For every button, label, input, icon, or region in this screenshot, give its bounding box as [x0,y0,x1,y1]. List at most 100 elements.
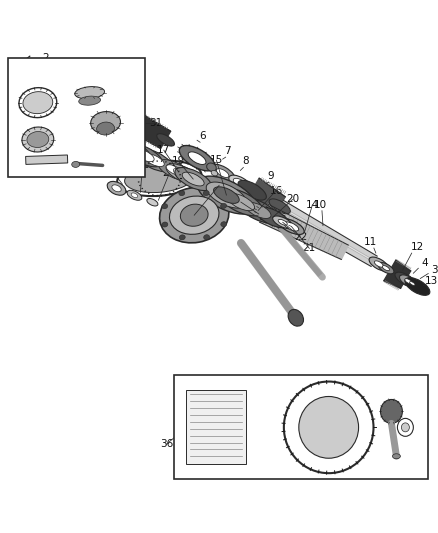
Ellipse shape [99,101,106,106]
Text: 13: 13 [425,277,438,287]
Ellipse shape [229,195,253,209]
Ellipse shape [284,222,299,231]
Ellipse shape [72,161,80,167]
Text: 1: 1 [13,76,19,86]
Ellipse shape [188,152,206,165]
Polygon shape [276,200,377,266]
Ellipse shape [269,199,290,214]
Ellipse shape [125,164,194,192]
Ellipse shape [180,204,208,227]
Ellipse shape [94,96,112,110]
Ellipse shape [210,184,243,206]
Text: 15: 15 [210,155,223,165]
Ellipse shape [173,168,190,179]
Ellipse shape [179,235,185,240]
Ellipse shape [203,190,209,196]
Ellipse shape [288,310,304,326]
Text: 9: 9 [268,171,274,181]
Ellipse shape [54,74,72,87]
Text: 33: 33 [119,125,132,134]
Text: 30: 30 [212,180,226,190]
Text: 3: 3 [431,264,438,274]
Ellipse shape [369,257,389,271]
Bar [8,58,145,177]
Ellipse shape [162,204,168,209]
Ellipse shape [22,127,54,152]
Ellipse shape [395,272,416,287]
Ellipse shape [131,193,138,198]
Text: 16: 16 [269,185,283,196]
Polygon shape [384,260,410,288]
Ellipse shape [381,399,403,423]
Ellipse shape [181,172,196,182]
Ellipse shape [216,168,229,177]
Ellipse shape [405,278,420,288]
Ellipse shape [170,196,219,235]
Ellipse shape [159,188,229,243]
Ellipse shape [157,134,174,146]
Bar [25,155,68,164]
Text: 32: 32 [106,75,119,85]
Ellipse shape [162,222,168,227]
Text: 29: 29 [162,168,176,179]
Bar [186,390,246,464]
Text: 21: 21 [96,154,109,164]
Ellipse shape [374,261,383,267]
Text: 34: 34 [9,164,23,174]
Text: 14: 14 [306,200,319,210]
Ellipse shape [273,216,293,229]
Text: 7: 7 [224,146,231,156]
Ellipse shape [166,165,183,175]
Text: 17: 17 [157,145,170,155]
Ellipse shape [136,149,173,172]
Text: 2: 2 [42,53,49,63]
Text: 10: 10 [314,200,327,210]
Ellipse shape [278,220,287,225]
Ellipse shape [127,190,142,200]
Ellipse shape [247,204,269,217]
Ellipse shape [238,198,278,223]
Ellipse shape [126,144,162,167]
Ellipse shape [204,235,210,240]
Text: 12: 12 [411,242,424,252]
Ellipse shape [147,198,158,206]
Ellipse shape [210,164,235,182]
Ellipse shape [144,154,164,166]
Ellipse shape [401,423,410,432]
Text: 35: 35 [101,167,114,177]
Ellipse shape [378,262,394,274]
Ellipse shape [299,397,359,458]
Ellipse shape [238,180,266,200]
Ellipse shape [382,265,389,271]
Polygon shape [260,204,348,260]
Text: 22: 22 [136,160,149,171]
Ellipse shape [206,182,247,208]
Ellipse shape [410,281,415,285]
Ellipse shape [179,146,215,171]
Ellipse shape [179,191,185,196]
Ellipse shape [279,219,304,235]
Ellipse shape [125,145,143,156]
Ellipse shape [112,185,121,192]
Ellipse shape [91,111,120,134]
Ellipse shape [211,171,218,176]
Text: 20: 20 [286,195,299,205]
Ellipse shape [245,203,271,219]
Ellipse shape [175,167,212,190]
Ellipse shape [134,149,154,161]
Ellipse shape [174,168,204,186]
Text: 3: 3 [79,67,85,77]
Ellipse shape [166,164,197,183]
Ellipse shape [405,279,412,284]
Text: 5: 5 [138,96,145,106]
Ellipse shape [207,163,216,172]
Text: 22: 22 [294,232,307,242]
Ellipse shape [79,96,101,105]
Ellipse shape [197,176,256,214]
Ellipse shape [233,179,247,189]
Ellipse shape [117,140,150,161]
Ellipse shape [107,181,126,195]
Polygon shape [245,178,285,216]
Text: 36: 36 [160,439,173,449]
Text: 21: 21 [303,244,316,253]
